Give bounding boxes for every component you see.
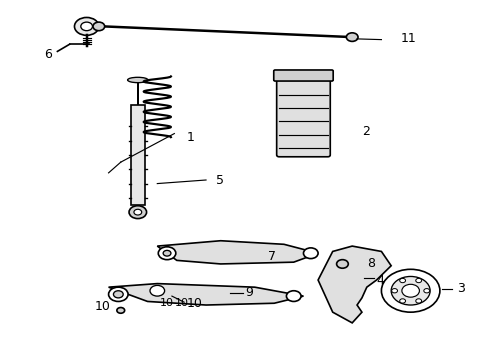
Circle shape: [74, 18, 99, 35]
Text: 10: 10: [160, 298, 174, 308]
Circle shape: [109, 287, 128, 301]
FancyBboxPatch shape: [277, 75, 330, 157]
Text: 5: 5: [216, 174, 224, 186]
Circle shape: [391, 276, 430, 305]
Circle shape: [163, 250, 171, 256]
Text: 10: 10: [187, 297, 202, 310]
Circle shape: [117, 307, 124, 313]
Ellipse shape: [127, 77, 148, 83]
Text: 1: 1: [187, 131, 195, 144]
Text: 10: 10: [95, 300, 111, 313]
Text: 6: 6: [44, 49, 51, 62]
Text: 9: 9: [245, 286, 253, 299]
Circle shape: [81, 22, 93, 31]
Circle shape: [381, 269, 440, 312]
Circle shape: [416, 278, 421, 283]
Polygon shape: [318, 246, 391, 323]
Circle shape: [400, 278, 406, 283]
Text: 11: 11: [401, 32, 416, 45]
Bar: [131, 105, 145, 205]
Circle shape: [424, 289, 430, 293]
Polygon shape: [157, 241, 318, 264]
Text: 2: 2: [362, 125, 370, 138]
Text: 10: 10: [174, 298, 189, 308]
Circle shape: [129, 206, 147, 219]
Circle shape: [134, 209, 142, 215]
Circle shape: [346, 33, 358, 41]
Circle shape: [416, 299, 421, 303]
Text: 3: 3: [457, 283, 465, 296]
Text: 4: 4: [376, 274, 385, 287]
FancyBboxPatch shape: [274, 70, 333, 81]
Circle shape: [337, 260, 348, 268]
Circle shape: [392, 289, 397, 293]
Circle shape: [400, 299, 406, 303]
Text: 7: 7: [268, 250, 276, 263]
Circle shape: [303, 248, 318, 258]
Circle shape: [114, 291, 123, 298]
Circle shape: [158, 247, 176, 260]
Polygon shape: [109, 284, 303, 305]
Text: 8: 8: [367, 257, 375, 270]
Circle shape: [93, 22, 105, 31]
Circle shape: [287, 291, 301, 301]
Circle shape: [150, 285, 165, 296]
Circle shape: [402, 284, 419, 297]
